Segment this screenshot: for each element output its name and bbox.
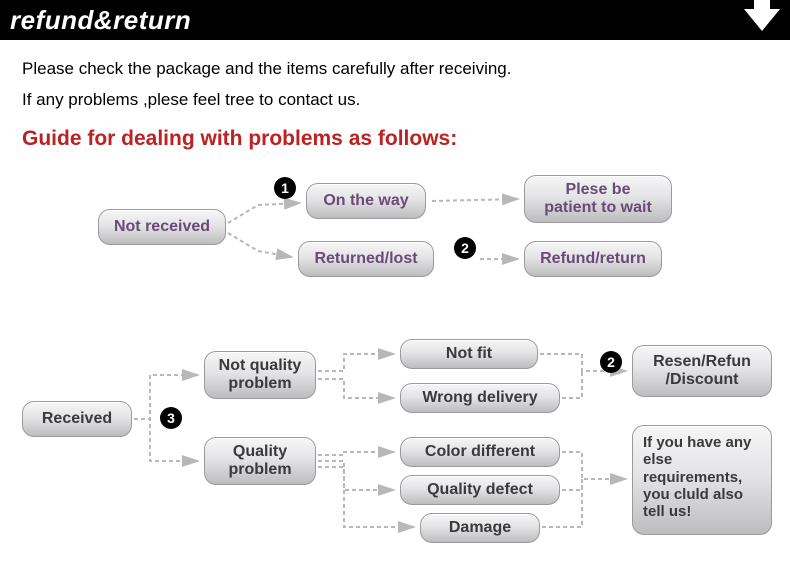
flow-edge [318,461,394,490]
flow-node-else_req: If you have any else requirements, you c… [632,425,772,535]
flow-node-refund_return: Refund/return [524,241,662,277]
flow-marker-2: 2 [454,237,476,259]
flow-edge [318,354,394,371]
flow-edge [562,479,582,490]
flow-edge [432,199,518,201]
flow-node-quality_defect: Quality defect [400,475,560,505]
flow-node-not_quality: Not qualityproblem [204,351,316,399]
flow-node-color_diff: Color different [400,437,560,467]
flow-node-received: Received [22,401,132,437]
flow-marker-1: 1 [274,177,296,199]
flow-edge [562,452,626,479]
flow-node-returned_lost: Returned/lost [298,241,434,277]
flow-node-damage: Damage [420,513,540,543]
guide-title: Guide for dealing with problems as follo… [0,121,790,155]
flow-node-resend_refund: Resen/Refun/Discount [632,345,772,397]
flow-node-not_fit: Not fit [400,339,538,369]
flow-node-quality: Qualityproblem [204,437,316,485]
intro-line-1: Please check the package and the items c… [22,54,768,85]
flow-edge [228,203,300,223]
intro-block: Please check the package and the items c… [0,40,790,121]
flow-edge [228,233,292,257]
flow-marker-2: 2 [600,351,622,373]
flow-node-patient_wait: Plese bepatient to wait [524,175,672,223]
flow-edge [318,467,414,527]
flow-edge [318,379,394,398]
header-title: refund&return [10,5,191,36]
flow-node-on_the_way: On the way [306,183,426,219]
flow-node-wrong_delivery: Wrong delivery [400,383,560,413]
flow-node-not_received: Not received [98,209,226,245]
page-header: refund&return [0,0,790,40]
down-arrow-icon [744,9,780,31]
intro-line-2: If any problems ,plese feel tree to cont… [22,85,768,116]
flow-marker-3: 3 [160,407,182,429]
flow-edge [562,371,582,398]
flowchart-canvas: Not received On the way Returned/lost Plese… [0,155,790,585]
flow-edge [318,452,394,455]
